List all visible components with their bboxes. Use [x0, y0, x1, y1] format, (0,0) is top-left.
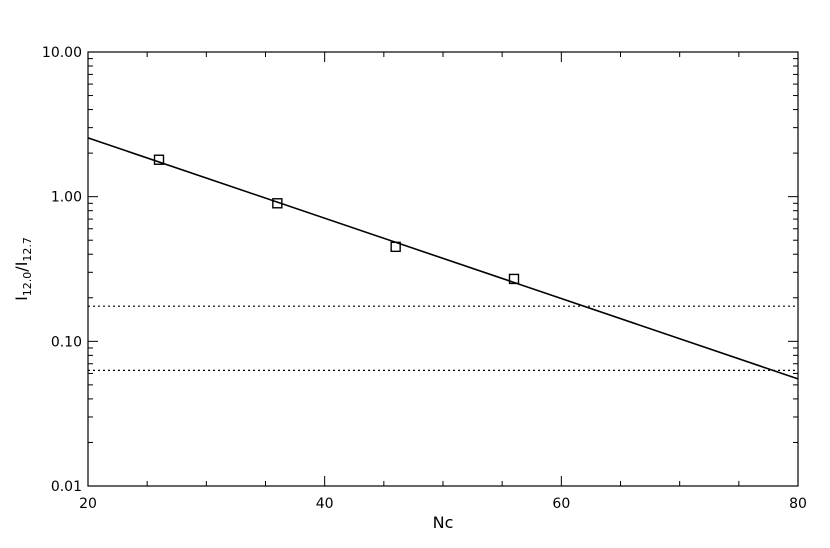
plot-frame [87, 51, 799, 487]
x-tick-label: 20 [79, 496, 97, 512]
x-tick-label: 80 [789, 496, 807, 512]
y-tick-label: 0.01 [51, 479, 82, 495]
y-tick-label: 10.00 [42, 45, 82, 61]
data-point [153, 154, 165, 165]
y-axis-title-main: I [12, 296, 31, 301]
x-tick-label: 60 [552, 496, 570, 512]
y-tick-label: 1.00 [51, 190, 82, 206]
reference-lines [88, 305, 798, 371]
y-tick-labels: 10.00 1.00 0.10 0.01 [42, 45, 82, 495]
data-point [272, 198, 283, 209]
fit-line-group [87, 137, 799, 380]
x-axis-title: Nc [433, 513, 454, 532]
fit-line [87, 137, 799, 380]
data-point [508, 273, 520, 285]
y-tick-label: 0.10 [51, 334, 82, 350]
x-tick-label: 40 [316, 496, 334, 512]
y-axis-title-sub1: 12.0 [21, 272, 34, 297]
ticks [87, 51, 799, 487]
data-point [390, 241, 401, 253]
y-axis-title: I12.0/I12.7 [12, 237, 34, 301]
y-axis-title-sub2: 12.7 [21, 237, 34, 262]
data-points [153, 154, 520, 285]
y-axis-title-sep: /I [12, 262, 31, 272]
x-tick-labels: 20 40 60 80 [79, 496, 807, 512]
